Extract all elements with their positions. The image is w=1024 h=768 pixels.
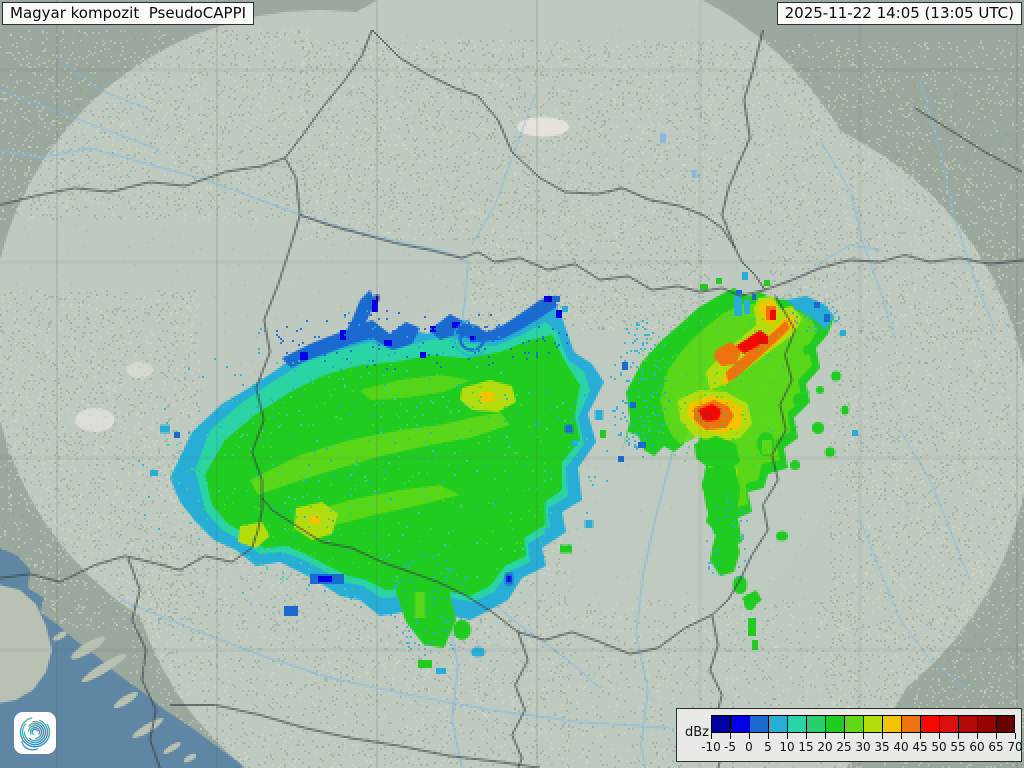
- legend-color-cell: [711, 715, 730, 733]
- timestamp-label: 2025-11-22 14:05 (13:05 UTC): [776, 2, 1022, 25]
- legend-color-cell: [977, 715, 996, 733]
- dbz-legend: dBz -10 -5 0 5 10 15 20 25 30 35 40 45 50 55 60 65 70: [676, 708, 1023, 762]
- legend-tick-label: 40: [893, 740, 909, 754]
- legend-tick-label: 70: [1007, 740, 1023, 754]
- legend-color-cell: [882, 715, 901, 733]
- legend-tick-label: 5: [764, 740, 772, 754]
- legend-color-cell: [806, 715, 825, 733]
- legend-tick-label: 50: [931, 740, 947, 754]
- legend-tick-mark: [977, 733, 978, 739]
- legend-color-cell: [749, 715, 768, 733]
- legend-tick-mark: [882, 733, 883, 739]
- legend-tick-mark: [844, 733, 845, 739]
- legend-tick-label: 35: [874, 740, 890, 754]
- legend-tick-label: 45: [912, 740, 928, 754]
- legend-tick-mark: [920, 733, 921, 739]
- legend-color-cell: [901, 715, 920, 733]
- legend-tick-mark: [711, 733, 712, 739]
- legend-tick-mark: [1015, 733, 1016, 739]
- legend-tick-label: 10: [779, 740, 795, 754]
- legend-tick-mark: [768, 733, 769, 739]
- legend-tick-label: 20: [817, 740, 833, 754]
- legend-tick-label: 55: [950, 740, 966, 754]
- legend-color-cell: [844, 715, 863, 733]
- legend-tick-mark: [901, 733, 902, 739]
- legend-tick-label: 0: [745, 740, 753, 754]
- legend-color-cell: [958, 715, 977, 733]
- spiral-icon: [19, 716, 51, 751]
- legend-color-cell: [768, 715, 787, 733]
- legend-tick-mark: [730, 733, 731, 739]
- legend-color-cell: [996, 715, 1015, 733]
- legend-tick-mark: [958, 733, 959, 739]
- legend-tick-label: 30: [855, 740, 871, 754]
- legend-tick-mark: [825, 733, 826, 739]
- legend-tick-label: 15: [798, 740, 814, 754]
- legend-tick-label: -10: [701, 740, 721, 754]
- legend-tick-label: 60: [969, 740, 985, 754]
- legend-unit-label: dBz: [685, 725, 709, 740]
- legend-colorbar: [711, 715, 1015, 733]
- legend-tick-mark: [939, 733, 940, 739]
- legend-tick-mark: [863, 733, 864, 739]
- hungaromet-logo: [14, 712, 56, 754]
- legend-tick-mark: [787, 733, 788, 739]
- legend-tick-label: 25: [836, 740, 852, 754]
- legend-tick-mark: [806, 733, 807, 739]
- legend-color-cell: [730, 715, 749, 733]
- legend-color-cell: [825, 715, 844, 733]
- legend-tick-mark: [996, 733, 997, 739]
- legend-color-cell: [920, 715, 939, 733]
- product-title: Magyar kompozit PseudoCAPPI: [2, 2, 255, 25]
- legend-color-cell: [863, 715, 882, 733]
- legend-color-cell: [939, 715, 958, 733]
- legend-tick-label: 65: [988, 740, 1004, 754]
- legend-tick-label: -5: [724, 740, 736, 754]
- legend-tick-mark: [749, 733, 750, 739]
- legend-color-cell: [787, 715, 806, 733]
